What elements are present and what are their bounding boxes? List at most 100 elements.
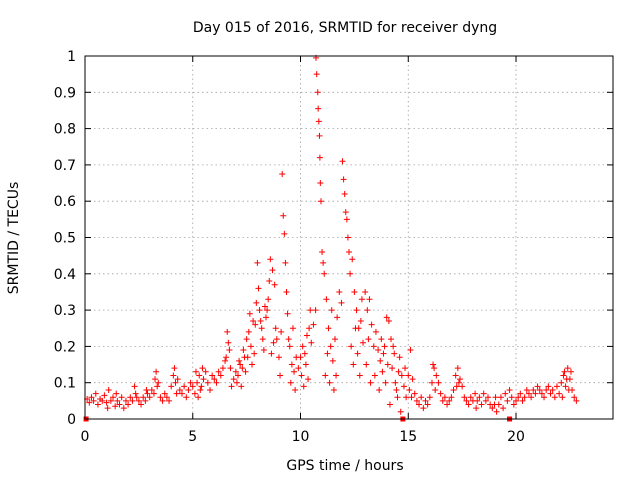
- data-point: [198, 383, 205, 390]
- data-point: [480, 390, 487, 397]
- data-point: [346, 249, 352, 256]
- data-point: [174, 376, 181, 383]
- data-point: [183, 394, 190, 401]
- data-point: [225, 339, 232, 346]
- data-point: [263, 314, 270, 321]
- data-point: [244, 354, 251, 361]
- data-point: [310, 321, 317, 328]
- data-point: [551, 394, 558, 401]
- data-point: [547, 390, 554, 397]
- data-point: [478, 401, 485, 408]
- data-point: [473, 405, 480, 412]
- data-point: [331, 336, 338, 343]
- data-point: [313, 71, 320, 78]
- data-point: [240, 347, 247, 354]
- data-point: [178, 390, 185, 397]
- data-point: [211, 376, 218, 383]
- data-point: [390, 343, 397, 350]
- y-tick-label: 0.6: [54, 194, 76, 210]
- data-point: [543, 386, 550, 393]
- data-point: [189, 383, 196, 390]
- data-point: [116, 401, 123, 408]
- axis-ticks: [84, 55, 613, 420]
- data-point: [227, 365, 234, 372]
- data-point: [199, 365, 206, 372]
- data-point: [284, 310, 291, 317]
- data-point: [215, 368, 222, 375]
- data-point: [354, 350, 361, 357]
- data-point: [504, 397, 511, 404]
- data-point: [536, 386, 543, 393]
- data-point: [107, 397, 114, 404]
- data-point: [312, 307, 319, 314]
- data-point: [495, 401, 502, 408]
- data-point: [350, 361, 357, 368]
- data-point: [521, 394, 528, 401]
- data-point: [474, 397, 481, 404]
- data-point: [99, 397, 106, 404]
- data-point: [94, 401, 101, 408]
- data-point: [541, 394, 548, 401]
- data-point: [439, 397, 446, 404]
- data-point: [406, 386, 413, 393]
- data-point: [372, 328, 379, 335]
- data-point: [112, 403, 119, 410]
- data-point: [343, 216, 350, 223]
- data-point: [497, 394, 504, 401]
- data-point: [86, 399, 93, 406]
- data-point: [336, 288, 343, 295]
- data-point: [396, 354, 403, 361]
- data-point: [256, 307, 263, 314]
- data-point: [398, 372, 405, 379]
- data-point: [405, 372, 412, 379]
- data-point: [456, 376, 463, 383]
- data-point: [144, 390, 151, 397]
- data-point: [316, 132, 323, 139]
- data-point: [523, 386, 530, 393]
- data-point: [292, 386, 299, 393]
- data-point: [365, 336, 372, 343]
- data-point: [394, 394, 401, 401]
- data-point: [368, 321, 375, 328]
- data-point: [197, 386, 204, 393]
- data-point: [223, 354, 230, 361]
- data-point: [255, 285, 262, 292]
- data-point: [266, 278, 273, 285]
- data-point: [237, 361, 244, 368]
- data-point: [247, 343, 254, 350]
- data-point: [265, 296, 272, 303]
- data-point: [171, 365, 178, 372]
- data-point: [360, 339, 367, 346]
- data-point: [250, 317, 257, 324]
- data-point: [315, 105, 322, 112]
- data-point: [513, 397, 520, 404]
- data-point: [563, 376, 570, 383]
- data-point: [209, 372, 216, 379]
- data-point: [127, 394, 134, 401]
- data-point: [418, 394, 425, 401]
- data-point: [320, 259, 327, 266]
- data-point: [455, 379, 462, 386]
- y-tick-label: 0.9: [54, 85, 76, 101]
- data-point: [122, 397, 129, 404]
- data-point: [283, 288, 290, 295]
- data-point: [383, 314, 390, 321]
- data-point: [437, 390, 444, 397]
- y-tick-label: 0.1: [54, 376, 76, 392]
- data-point: [482, 397, 489, 404]
- data-point: [492, 394, 499, 401]
- data-point: [285, 336, 292, 343]
- chart-title: Day 015 of 2016, SRMTID for receiver dyn…: [193, 20, 497, 36]
- data-point: [408, 394, 415, 401]
- data-point: [228, 383, 235, 390]
- data-point: [416, 401, 423, 408]
- data-point: [324, 350, 331, 357]
- data-point: [110, 394, 117, 401]
- data-point: [161, 390, 168, 397]
- data-point: [272, 325, 279, 332]
- data-point: [363, 361, 370, 368]
- data-point: [344, 234, 351, 241]
- data-point: [264, 307, 271, 314]
- data-point: [170, 372, 177, 379]
- data-point: [435, 379, 442, 386]
